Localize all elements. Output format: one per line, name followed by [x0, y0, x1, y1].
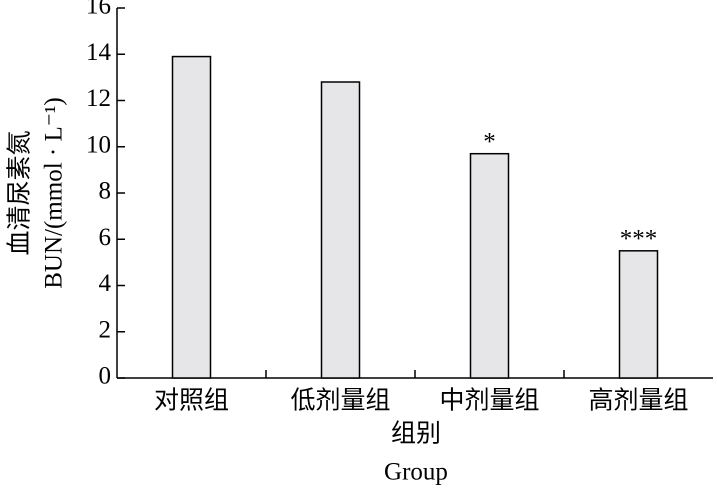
bar	[320, 81, 361, 379]
y-tick-label: 14	[86, 39, 112, 66]
y-tick-label: 8	[99, 178, 112, 205]
y-tick-label: 4	[99, 270, 112, 297]
annotation: *	[483, 128, 496, 155]
x-tick-label: 低剂量组	[290, 387, 390, 415]
x-tick-label: 对照组	[154, 387, 229, 415]
x-axis-label: 组别	[391, 420, 441, 448]
bar	[618, 250, 659, 379]
bar	[171, 55, 212, 379]
y-axis-label: 血清尿素氮	[6, 130, 34, 255]
y-tick-label: 2	[99, 316, 112, 343]
y-tick-label: 16	[86, 0, 111, 20]
y-tick-label: 12	[86, 85, 111, 112]
x-tick-label: 中剂量组	[439, 387, 539, 415]
y-tick-label: 0	[99, 363, 112, 390]
y-axis-label: BUN/(mmol · L⁻¹)	[41, 97, 68, 289]
x-axis-label: Group	[384, 459, 448, 486]
annotation: ***	[620, 226, 658, 253]
bar	[469, 152, 510, 379]
x-tick-label: 高剂量组	[588, 387, 688, 415]
y-tick-label: 10	[86, 131, 111, 158]
y-tick-label: 6	[99, 224, 112, 251]
